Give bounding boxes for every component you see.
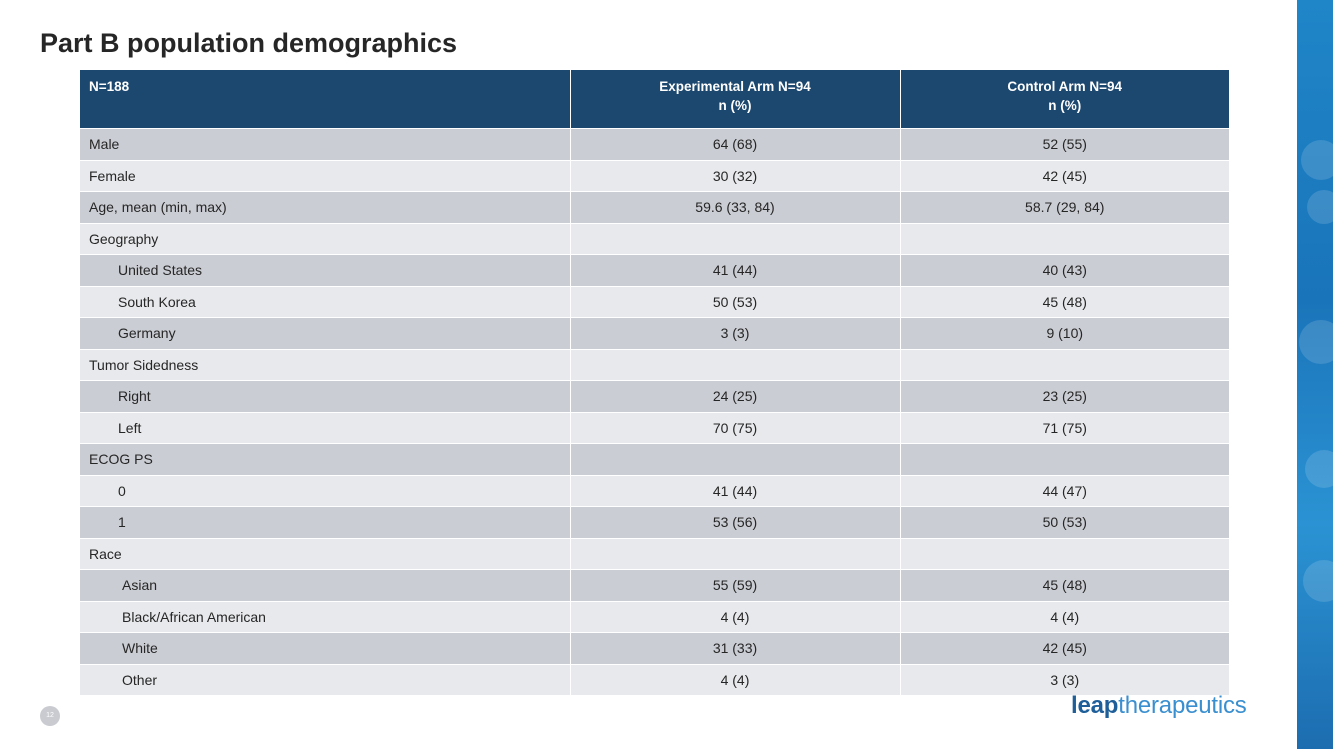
table-row: Female 30 (32) 42 (45) bbox=[80, 159, 1229, 192]
experimental-arm-value: 55 (59) bbox=[570, 569, 901, 601]
decorative-side-bar bbox=[1297, 0, 1333, 749]
control-arm-value: 40 (43) bbox=[900, 254, 1229, 286]
control-arm-value bbox=[900, 348, 1229, 381]
demographics-table-container: N=188 Experimental Arm N=94 n (%) Contro… bbox=[80, 70, 1229, 695]
header-experimental-arm-unit: n (%) bbox=[718, 98, 752, 113]
control-arm-value: 44 (47) bbox=[900, 474, 1229, 507]
leap-therapeutics-logo: leaptherapeutics bbox=[1071, 692, 1247, 720]
experimental-arm-value: 50 (53) bbox=[570, 285, 901, 318]
experimental-arm-value: 30 (32) bbox=[570, 159, 901, 192]
table-row: ECOG PS bbox=[80, 443, 1229, 475]
control-arm-value: 45 (48) bbox=[900, 569, 1229, 601]
experimental-arm-value: 31 (33) bbox=[570, 632, 901, 664]
table-row: Geography bbox=[80, 222, 1229, 255]
header-experimental-arm-label: Experimental Arm N=94 bbox=[659, 79, 811, 94]
control-arm-value: 52 (55) bbox=[900, 128, 1229, 160]
experimental-arm-value bbox=[570, 222, 901, 255]
experimental-arm-value: 3 (3) bbox=[570, 317, 901, 349]
control-arm-value: 71 (75) bbox=[900, 411, 1229, 444]
row-label: 0 bbox=[80, 474, 571, 507]
table-row: 0 41 (44) 44 (47) bbox=[80, 474, 1229, 507]
page-title: Part B population demographics bbox=[40, 28, 458, 58]
experimental-arm-value: 53 (56) bbox=[570, 506, 901, 538]
control-arm-value bbox=[900, 443, 1229, 475]
experimental-arm-value: 41 (44) bbox=[570, 254, 901, 286]
table-body: Male 64 (68) 52 (55) Female 30 (32) 42 (45) Ag… bbox=[80, 128, 1229, 695]
row-label: Male bbox=[80, 128, 571, 160]
table-row: South Korea 50 (53) 45 (48) bbox=[80, 285, 1229, 318]
experimental-arm-value: 4 (4) bbox=[570, 663, 901, 695]
row-label: South Korea bbox=[80, 285, 571, 318]
experimental-arm-value bbox=[570, 348, 901, 381]
control-arm-value: 9 (10) bbox=[900, 317, 1229, 349]
table-row: Right 24 (25) 23 (25) bbox=[80, 380, 1229, 412]
table-row: Asian 55 (59) 45 (48) bbox=[80, 569, 1229, 601]
table-row: Left 70 (75) 71 (75) bbox=[80, 411, 1229, 444]
experimental-arm-value: 70 (75) bbox=[570, 411, 901, 444]
row-label: Left bbox=[80, 411, 571, 444]
logo-bold-text: leap bbox=[1071, 692, 1119, 719]
experimental-arm-value: 4 (4) bbox=[570, 600, 901, 633]
experimental-arm-value: 59.6 (33, 84) bbox=[570, 191, 901, 223]
control-arm-value: 23 (25) bbox=[900, 380, 1229, 412]
control-arm-value: 45 (48) bbox=[900, 285, 1229, 318]
header-experimental-arm: Experimental Arm N=94 n (%) bbox=[570, 70, 901, 129]
control-arm-value bbox=[900, 537, 1229, 570]
row-label: Germany bbox=[80, 317, 571, 349]
table-row: United States 41 (44) 40 (43) bbox=[80, 254, 1229, 286]
table-row: Race bbox=[80, 537, 1229, 570]
page-number-badge: 12 bbox=[40, 706, 60, 726]
demographics-table: N=188 Experimental Arm N=94 n (%) Contro… bbox=[80, 70, 1229, 695]
row-label: Age, mean (min, max) bbox=[80, 191, 571, 223]
row-label: White bbox=[80, 632, 571, 664]
experimental-arm-value: 41 (44) bbox=[570, 474, 901, 507]
row-label: 1 bbox=[80, 506, 571, 538]
experimental-arm-value bbox=[570, 443, 901, 475]
experimental-arm-value: 64 (68) bbox=[570, 128, 901, 160]
table-header: N=188 Experimental Arm N=94 n (%) Contro… bbox=[80, 70, 1229, 129]
control-arm-value: 50 (53) bbox=[900, 506, 1229, 538]
row-label: ECOG PS bbox=[80, 443, 571, 475]
header-control-arm-label: Control Arm N=94 bbox=[1007, 79, 1123, 94]
row-label: Asian bbox=[80, 569, 571, 601]
experimental-arm-value bbox=[570, 537, 901, 570]
row-label: Race bbox=[80, 537, 571, 570]
table-header-row: N=188 Experimental Arm N=94 n (%) Contro… bbox=[80, 70, 1229, 129]
row-label: Right bbox=[80, 380, 571, 412]
table-row: White 31 (33) 42 (45) bbox=[80, 632, 1229, 664]
control-arm-value: 4 (4) bbox=[900, 600, 1229, 633]
header-control-arm: Control Arm N=94 n (%) bbox=[900, 70, 1229, 129]
control-arm-value bbox=[900, 222, 1229, 255]
table-row: Male 64 (68) 52 (55) bbox=[80, 128, 1229, 160]
table-row: Tumor Sidedness bbox=[80, 348, 1229, 381]
header-total-n: N=188 bbox=[80, 70, 571, 129]
header-total-n-label: N=188 bbox=[89, 79, 130, 94]
row-label: Female bbox=[80, 159, 571, 192]
header-control-arm-unit: n (%) bbox=[1048, 98, 1082, 113]
row-label: Geography bbox=[80, 222, 571, 255]
control-arm-value: 58.7 (29, 84) bbox=[900, 191, 1229, 223]
row-label: Tumor Sidedness bbox=[80, 348, 571, 381]
experimental-arm-value: 24 (25) bbox=[570, 380, 901, 412]
control-arm-value: 3 (3) bbox=[900, 663, 1229, 695]
row-label: Black/African American bbox=[80, 600, 571, 633]
row-label: United States bbox=[80, 254, 571, 286]
table-row: Black/African American 4 (4) 4 (4) bbox=[80, 600, 1229, 633]
table-row: Germany 3 (3) 9 (10) bbox=[80, 317, 1229, 349]
logo-light-text: therapeutics bbox=[1118, 692, 1247, 719]
table-row: Other 4 (4) 3 (3) bbox=[80, 663, 1229, 695]
control-arm-value: 42 (45) bbox=[900, 632, 1229, 664]
control-arm-value: 42 (45) bbox=[900, 159, 1229, 192]
table-row: 1 53 (56) 50 (53) bbox=[80, 506, 1229, 538]
table-row: Age, mean (min, max) 59.6 (33, 84) 58.7 (2… bbox=[80, 191, 1229, 223]
row-label: Other bbox=[80, 663, 571, 695]
